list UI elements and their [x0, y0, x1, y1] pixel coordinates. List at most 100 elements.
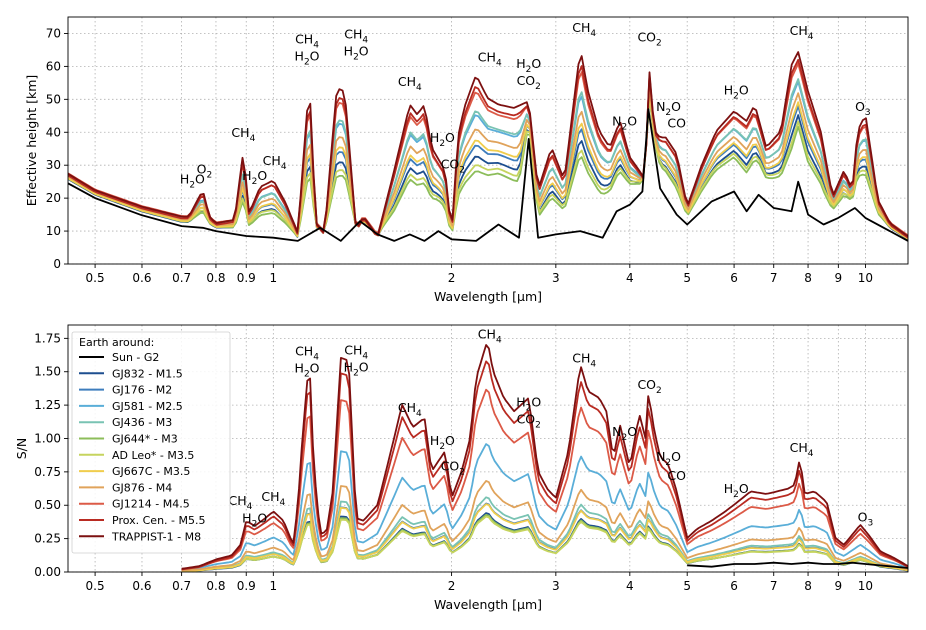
molecule-annotation: CO2​ [637, 30, 661, 49]
y-tick-label: 0.25 [34, 532, 61, 546]
x-tick-label: 6 [730, 271, 738, 285]
molecule-annotation: O3​ [858, 509, 874, 528]
molecule-annotation: CH4​ [478, 326, 502, 345]
y-tick-label: 1.25 [34, 398, 61, 412]
legend-entry: Prox. Cen. - M5.5 [112, 514, 205, 527]
x-tick-label: 0.5 [86, 579, 105, 593]
y-axis-label: S/N [14, 438, 29, 460]
legend-entry: GJ581 - M2.5 [112, 400, 183, 413]
x-tick-label: 6 [730, 579, 738, 593]
molecule-annotation: H2​O [344, 359, 369, 378]
axes-frame [67, 324, 909, 573]
x-tick-label: 3 [552, 271, 560, 285]
molecule-annotation: CO2​ [637, 377, 661, 396]
series-line-gj644-m3 [68, 96, 908, 239]
molecule-annotation: CH4​ [344, 26, 368, 45]
legend-title: Earth around: [79, 336, 154, 349]
molecule-annotation: CO2​ [517, 411, 541, 430]
series-line-ad-leo-m3-5 [181, 515, 908, 572]
legend-entry: GJ436 - M3 [112, 416, 172, 429]
y-tick-label: 20 [46, 191, 61, 205]
molecule-annotation: H2​O [724, 82, 749, 101]
x-tick-label: 4 [626, 579, 634, 593]
molecule-annotation: H2​O [430, 433, 455, 452]
y-tick-label: 1.75 [34, 331, 61, 345]
legend-entry: GJ832 - M1.5 [112, 367, 183, 380]
x-tick-label: 7 [770, 271, 778, 285]
series-line-trappist-1-m8 [181, 344, 908, 570]
legend-entry: GJ876 - M4 [112, 481, 172, 494]
molecule-annotation: H2​O [180, 171, 205, 190]
series-line-gj1214-m4-5 [181, 388, 908, 570]
legend-entry: AD Leo* - M3.5 [112, 449, 194, 462]
x-tick-label: 9 [835, 271, 843, 285]
x-tick-label: 7 [770, 579, 778, 593]
axes-frame [67, 16, 909, 265]
molecule-annotation: CH4​ [263, 153, 287, 172]
x-axis-label: Wavelength [μm] [434, 597, 542, 612]
y-tick-label: 0.75 [34, 465, 61, 479]
molecule-annotation: H2​O [295, 48, 320, 67]
molecule-annotation: CH4​ [261, 489, 285, 508]
molecule-annotation: H2​O [242, 511, 267, 530]
x-tick-label: 4 [626, 271, 634, 285]
legend-frame [71, 331, 231, 554]
molecule-annotation: CH4​ [572, 20, 596, 39]
x-tick-label: 2 [448, 271, 456, 285]
y-tick-label: 10 [46, 224, 61, 238]
legend-entry: TRAPPIST-1 - M8 [111, 530, 201, 543]
x-tick-label: 0.8 [206, 271, 225, 285]
y-tick-label: 1.50 [34, 365, 61, 379]
molecule-annotation: CH4​ [344, 342, 368, 361]
y-tick-label: 60 [46, 59, 61, 73]
molecule-annotation: CH4​ [229, 493, 253, 512]
series-line-sun-g2 [68, 108, 908, 242]
x-tick-label: 3 [552, 579, 560, 593]
series-line-gj876-m4 [181, 480, 908, 572]
molecule-annotation: CH4​ [398, 400, 422, 419]
y-tick-label: 70 [46, 26, 61, 40]
molecule-annotation: H2​O [344, 43, 369, 62]
x-tick-label: 1 [270, 271, 278, 285]
x-tick-label: 8 [804, 579, 812, 593]
molecule-annotation: N2​O [656, 449, 681, 468]
molecule-annotation: H2​O [295, 361, 320, 380]
x-tick-label: 1 [270, 579, 278, 593]
molecule-annotation: CO2​ [517, 73, 541, 92]
x-tick-label: 0.7 [172, 579, 191, 593]
molecule-annotation: CO [667, 468, 686, 483]
molecule-annotation: CO2​ [441, 156, 465, 175]
molecule-annotation: N2​O [612, 114, 637, 133]
x-tick-label: 5 [683, 579, 691, 593]
molecule-annotation: N2​O [656, 99, 681, 118]
molecule-annotation: H2​O [430, 130, 455, 149]
y-tick-label: 30 [46, 158, 61, 172]
molecule-annotation: H2​O [724, 481, 749, 500]
series-line-trappist-1-m8 [68, 51, 908, 238]
legend-entry: GJ644* - M3 [112, 433, 178, 446]
molecule-annotation: CO [667, 115, 686, 130]
molecule-annotation: H2​O [516, 56, 541, 75]
y-tick-label: 0.50 [34, 498, 61, 512]
molecule-annotation: CH4​ [572, 350, 596, 369]
series-line-gj436-m3 [181, 496, 908, 572]
series-line-sun-g2 [687, 561, 908, 569]
y-tick-label: 1.00 [34, 431, 61, 445]
molecule-annotation: O2​ [197, 161, 213, 180]
x-tick-label: 0.6 [132, 271, 151, 285]
x-tick-label: 0.5 [86, 271, 105, 285]
molecule-annotation: H2​O [516, 394, 541, 413]
molecule-annotation: CH4​ [295, 31, 319, 50]
legend-entry: GJ667C - M3.5 [112, 465, 190, 478]
effective-height-panel: 0.5 0.6 0.7 0.8 0.9 1 2 3 4 5 6 7 8 9 10 0 10 20 30 40 50 60 7… [24, 16, 909, 304]
x-tick-label: 5 [683, 271, 691, 285]
x-tick-label: 0.7 [172, 271, 191, 285]
signal-to-noise-panel: 0.5 0.6 0.7 0.8 0.9 1 2 3 4 5 6 7 8 9 10 0.00 0.25 0.50 0.… [14, 324, 909, 612]
molecule-annotation: N2​O [612, 424, 637, 443]
molecule-annotation: CH4​ [790, 23, 814, 42]
molecule-annotation: CH4​ [398, 74, 422, 93]
legend: Earth around: Sun - G2 GJ832 - M1.5 GJ176 … [71, 331, 231, 554]
y-tick-label: 40 [46, 125, 61, 139]
x-tick-label: 0.9 [237, 579, 256, 593]
